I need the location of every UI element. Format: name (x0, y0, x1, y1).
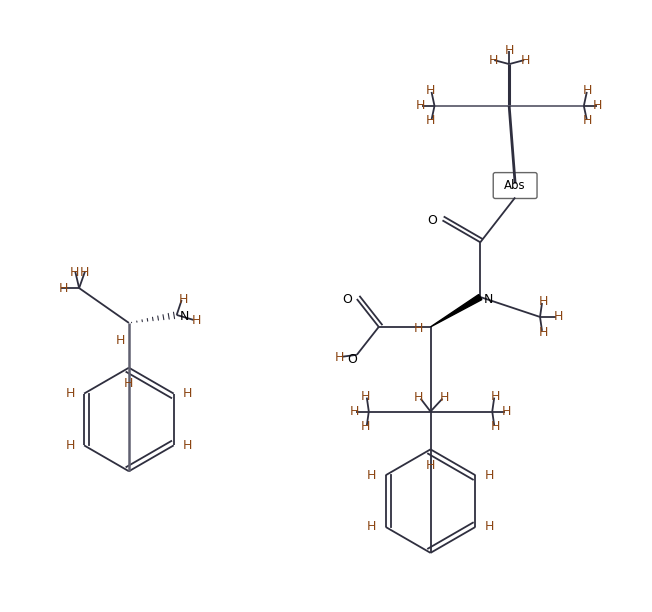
Text: H: H (488, 54, 498, 67)
Text: H: H (505, 43, 514, 57)
Text: H: H (593, 99, 602, 113)
FancyBboxPatch shape (493, 173, 537, 198)
Text: H: H (414, 323, 423, 335)
Text: H: H (520, 54, 530, 67)
Text: H: H (361, 420, 370, 433)
Text: H: H (125, 377, 134, 390)
Text: H: H (490, 420, 500, 433)
Text: H: H (554, 310, 563, 324)
Text: H: H (426, 459, 436, 472)
Text: H: H (192, 315, 201, 327)
Text: H: H (426, 84, 436, 97)
Text: H: H (80, 266, 89, 278)
Text: H: H (490, 390, 500, 403)
Text: H: H (350, 405, 359, 418)
Text: H: H (183, 439, 192, 452)
Text: H: H (414, 391, 423, 404)
Text: H: H (59, 282, 68, 294)
Text: N: N (180, 310, 189, 324)
Text: H: H (539, 326, 548, 340)
Text: H: H (484, 469, 494, 482)
Text: Abs: Abs (505, 179, 526, 192)
Text: H: H (367, 469, 376, 482)
Text: H: H (65, 439, 75, 452)
Text: O: O (342, 293, 352, 305)
Text: N: N (484, 293, 493, 305)
Text: O: O (428, 214, 437, 227)
Text: H: H (179, 293, 188, 305)
Text: H: H (183, 387, 192, 400)
Text: H: H (583, 84, 593, 97)
Text: H: H (334, 351, 344, 364)
Text: H: H (361, 390, 370, 403)
Text: H: H (70, 266, 79, 278)
Polygon shape (430, 294, 482, 327)
Text: H: H (539, 294, 548, 307)
Text: H: H (501, 405, 511, 418)
Text: O: O (347, 353, 357, 366)
Text: H: H (583, 114, 593, 127)
Text: H: H (116, 334, 126, 348)
Text: H: H (439, 391, 449, 404)
Text: H: H (65, 387, 75, 400)
Text: H: H (426, 114, 436, 127)
Text: H: H (484, 520, 494, 534)
Text: H: H (416, 99, 425, 113)
Text: H: H (367, 520, 376, 534)
